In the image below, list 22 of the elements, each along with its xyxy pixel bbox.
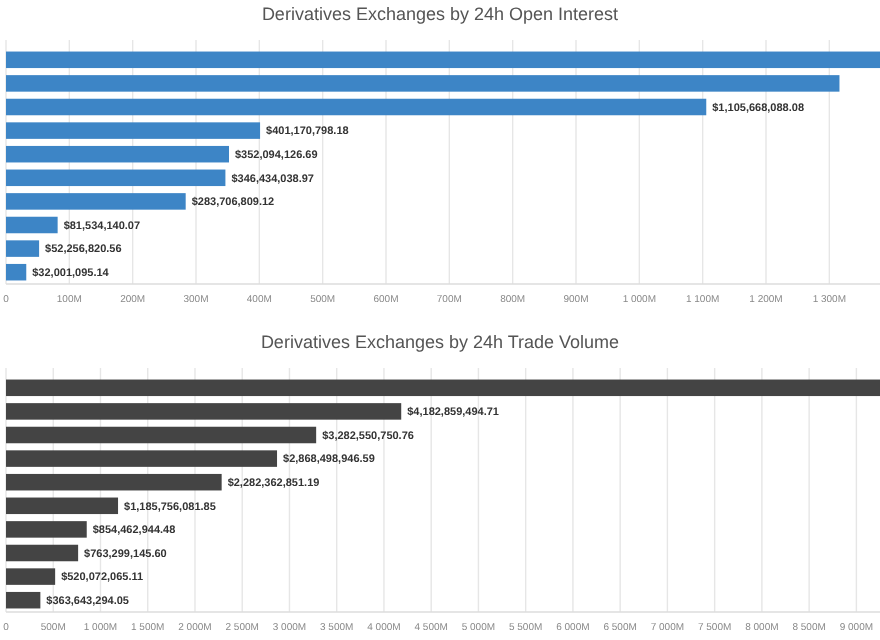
bar — [6, 263, 27, 281]
bar — [6, 145, 229, 163]
chart-title: Derivatives Exchanges by 24h Trade Volume — [260, 332, 620, 352]
bar — [6, 75, 840, 92]
bar — [6, 169, 226, 187]
bar — [6, 403, 402, 420]
bar — [6, 193, 186, 210]
bar — [6, 51, 880, 69]
bar — [6, 450, 278, 467]
bar — [6, 544, 79, 562]
bar — [6, 497, 119, 515]
bar — [6, 216, 58, 234]
chart-title: Derivatives Exchanges by 24h Open Interest — [261, 4, 620, 24]
bar — [6, 240, 40, 257]
bar — [6, 98, 707, 116]
bar — [6, 473, 222, 491]
bar — [6, 521, 87, 538]
bar — [6, 591, 41, 609]
bar — [6, 122, 261, 139]
bar — [6, 568, 56, 585]
bar — [6, 379, 880, 397]
bar — [6, 426, 317, 444]
